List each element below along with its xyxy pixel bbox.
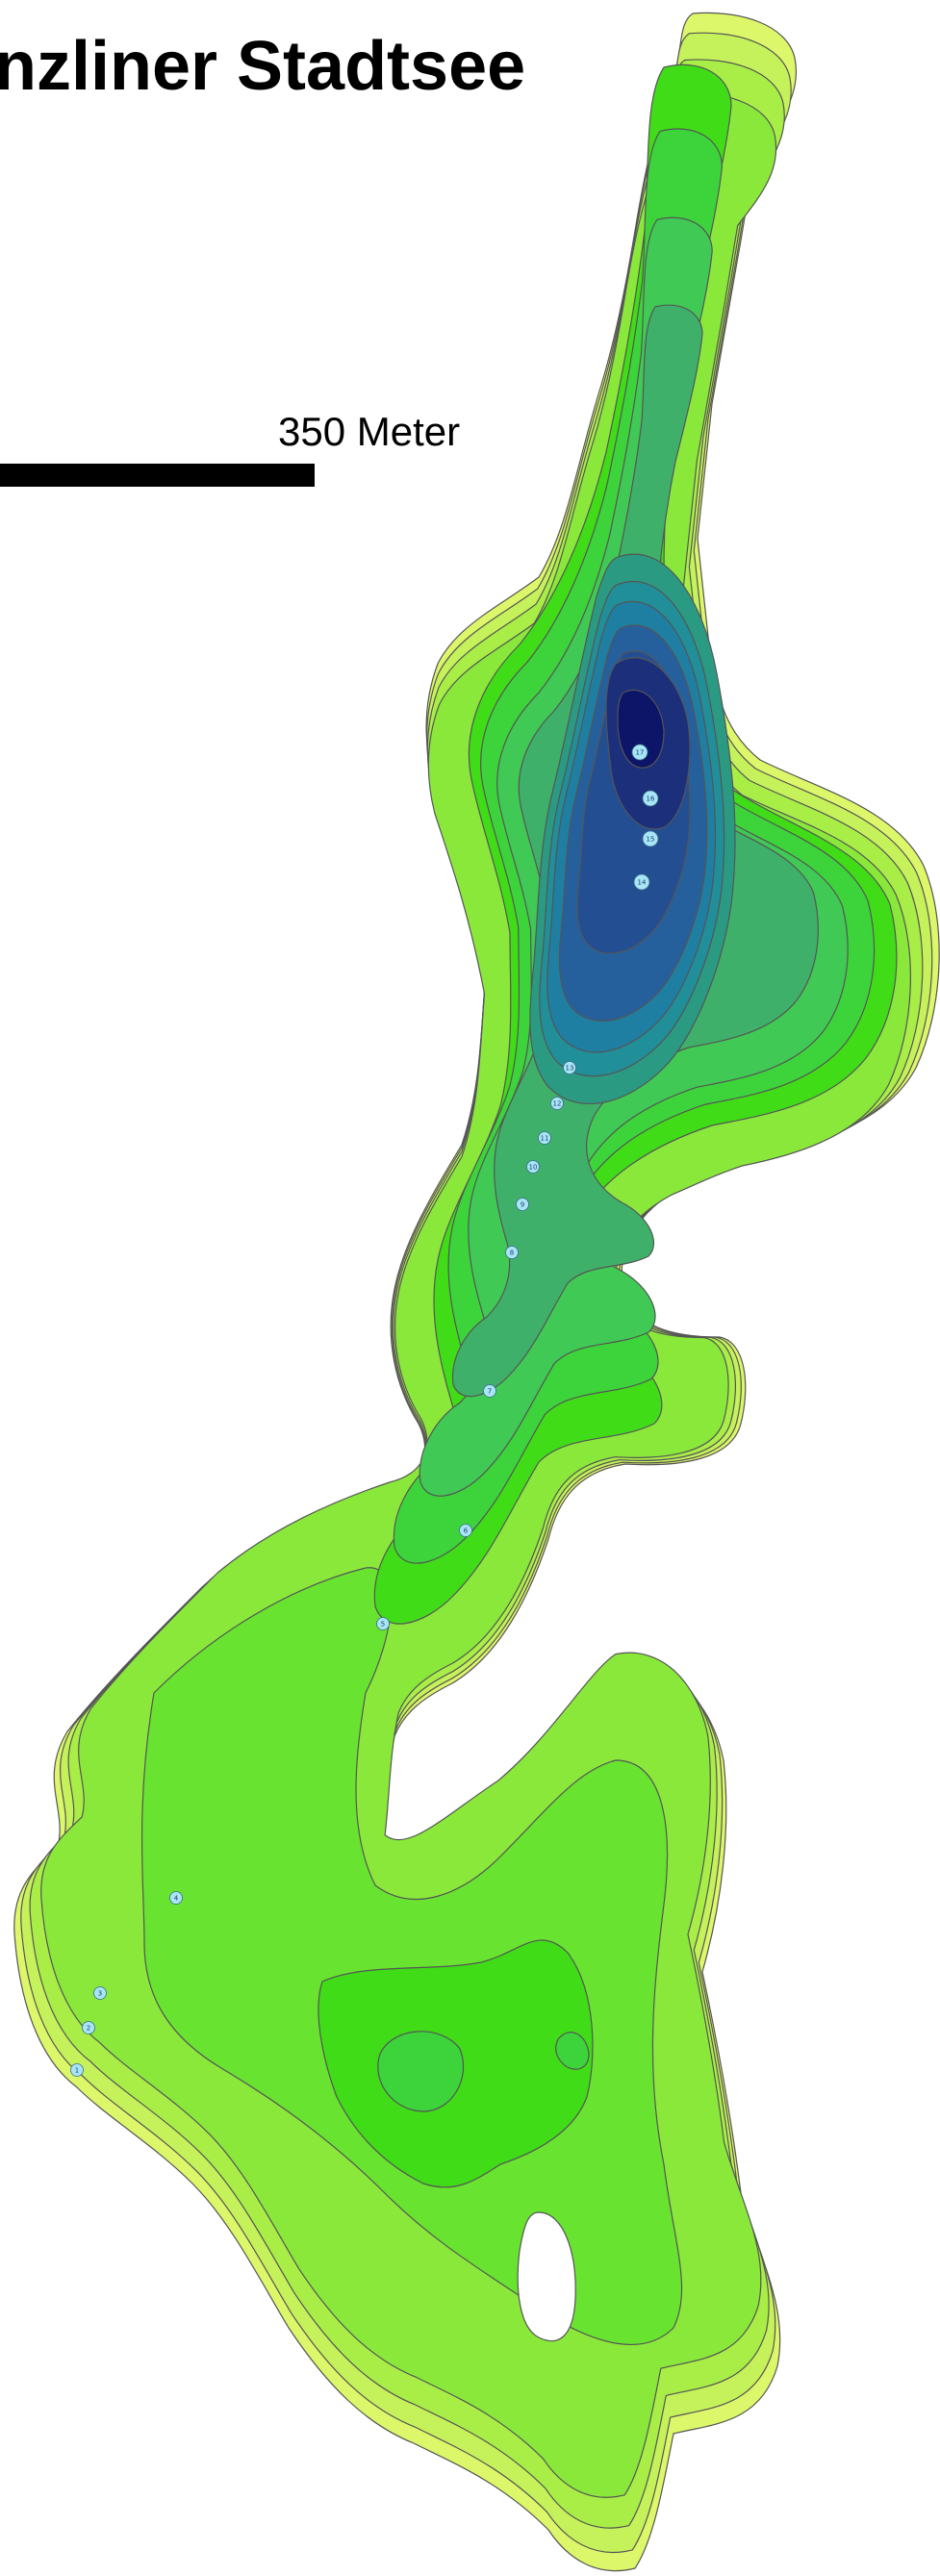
depth-marker-circle <box>459 1524 472 1537</box>
depth-marker: 10 <box>526 1160 540 1174</box>
depth-marker-label: 10 <box>529 1164 538 1172</box>
south-basin-deep-spot <box>377 2031 465 2112</box>
depth-marker: 7 <box>483 1384 496 1398</box>
depth-marker-label: 16 <box>647 796 655 803</box>
depth-marker-label: 11 <box>541 1135 549 1143</box>
depth-marker-circle <box>550 1097 564 1110</box>
depth-marker: 2 <box>82 2021 95 2034</box>
depth-marker-label: 15 <box>647 836 655 844</box>
scale-value: 350 <box>278 409 346 454</box>
depth-marker: 6 <box>459 1524 472 1537</box>
depth-marker: 16 <box>642 790 659 807</box>
depth-marker-label: 12 <box>553 1100 562 1108</box>
scale-label: 350 Meter <box>278 409 460 455</box>
scale-bar <box>0 464 315 487</box>
depth-marker-label: 17 <box>636 749 645 757</box>
depth-marker: 8 <box>505 1246 519 1259</box>
map-title: nzliner Stadtsee <box>0 28 526 105</box>
depth-marker: 13 <box>563 1061 576 1074</box>
depth-marker-label: 4 <box>174 1895 179 1903</box>
depth-marker-circle <box>642 790 659 807</box>
island <box>517 2211 576 2342</box>
depth-marker: 12 <box>550 1097 564 1110</box>
scale-unit: Meter <box>356 409 461 454</box>
depth-marker-circle <box>483 1384 496 1398</box>
depth-marker: 1 <box>70 2063 84 2077</box>
depth-marker-circle <box>376 1617 390 1630</box>
depth-marker-circle <box>631 744 648 761</box>
depth-marker-circle <box>505 1246 519 1259</box>
south-basin-zone-4 <box>140 1567 683 2346</box>
depth-marker-label: 1 <box>75 2067 79 2075</box>
depth-marker-label: 9 <box>521 1201 524 1209</box>
south-basin-small-spot <box>555 2032 590 2070</box>
depth-marker-circle <box>538 1131 551 1145</box>
depth-marker: 5 <box>376 1617 390 1630</box>
depth-marker-circle <box>93 1986 107 2000</box>
depth-marker-circle <box>70 2063 84 2077</box>
depth-marker-label: 14 <box>638 879 647 887</box>
depth-marker-circle <box>633 873 650 891</box>
depth-marker-circle <box>642 830 659 847</box>
deep-zone-17 <box>617 689 665 769</box>
depth-contours <box>13 12 940 2572</box>
depth-marker-circle <box>516 1198 529 1211</box>
depth-marker: 14 <box>633 873 650 891</box>
depth-marker-label: 6 <box>464 1528 469 1535</box>
depth-marker-label: 8 <box>510 1250 514 1257</box>
depth-marker: 3 <box>93 1986 107 2000</box>
depth-markers: 17 16 15 14 13 12 11 10 9 8 7 6 5 4 3 2 1 <box>70 744 659 2077</box>
depth-marker-label: 7 <box>488 1388 492 1396</box>
depth-marker-label: 2 <box>87 2025 90 2033</box>
depth-marker-circle <box>82 2021 95 2034</box>
depth-marker-circle <box>169 1891 183 1905</box>
depth-marker-circle <box>526 1160 540 1174</box>
depth-marker: 15 <box>642 830 659 847</box>
depth-marker: 17 <box>631 744 648 761</box>
depth-marker-label: 5 <box>381 1621 385 1629</box>
depth-marker-label: 13 <box>566 1065 574 1073</box>
depth-marker: 11 <box>538 1131 551 1145</box>
depth-marker-circle <box>563 1061 576 1074</box>
depth-marker: 4 <box>169 1891 183 1905</box>
depth-marker-label: 3 <box>98 1990 102 1998</box>
depth-marker: 9 <box>516 1198 529 1211</box>
